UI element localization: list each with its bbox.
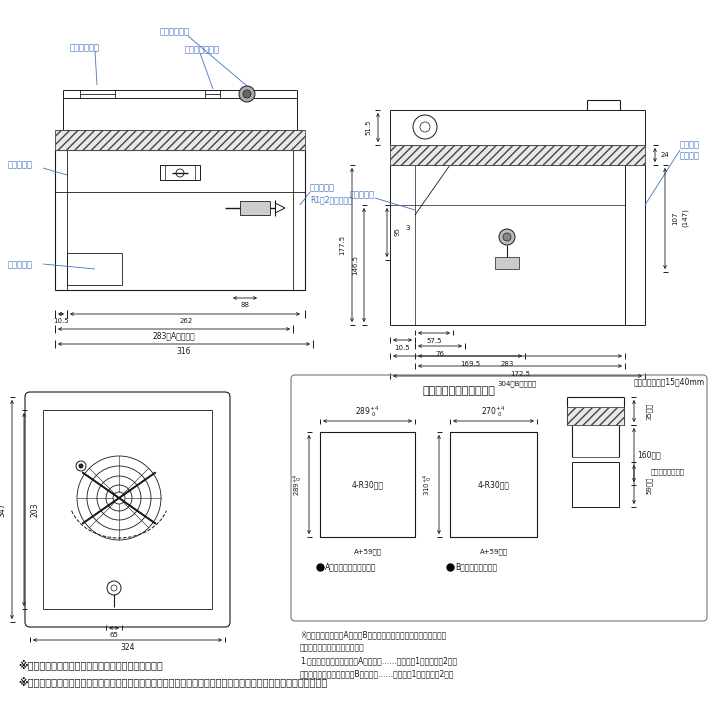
Text: 65: 65: [109, 632, 118, 638]
Bar: [43, 410, 212, 609]
Text: 283（Aタイプ）: 283（Aタイプ）: [153, 331, 195, 341]
Text: ガス接続口: ガス接続口: [310, 184, 335, 192]
Text: 24: 24: [661, 152, 670, 158]
Text: ワークトップ穴開け寸法: ワークトップ穴開け寸法: [423, 386, 495, 396]
Text: 316: 316: [176, 346, 192, 356]
Text: ※本機器は防火性能評定品であり、周囲に可燃物がある場合は防火性能評定品ラベル内容に従って設置してください: ※本機器は防火性能評定品であり、周囲に可燃物がある場合は防火性能評定品ラベル内容…: [18, 677, 328, 688]
Bar: [495, 257, 519, 269]
Text: 107: 107: [672, 211, 678, 225]
Text: 95: 95: [395, 228, 401, 236]
Bar: [567, 407, 624, 425]
Text: カウンター厚み15〜40mm: カウンター厚み15〜40mm: [634, 377, 705, 387]
Text: 347: 347: [0, 502, 6, 517]
Text: 51.5: 51.5: [365, 120, 371, 135]
Text: A+59以上: A+59以上: [354, 549, 382, 555]
Bar: [55, 150, 305, 290]
Text: (147): (147): [682, 209, 688, 228]
Bar: [55, 130, 305, 150]
Text: 器具栓つまみ: 器具栓つまみ: [160, 27, 190, 37]
Circle shape: [503, 233, 511, 241]
Text: Bタイプ（穴寸法）: Bタイプ（穴寸法）: [455, 562, 497, 572]
Text: 4-R30以下: 4-R30以下: [351, 480, 384, 489]
Bar: [572, 462, 619, 507]
Text: 169.5: 169.5: [460, 361, 480, 367]
Text: 電池ケース: 電池ケース: [8, 261, 33, 269]
Text: 59以上: 59以上: [646, 477, 652, 494]
Bar: [450, 432, 537, 537]
Text: 電池交換サイン: 電池交換サイン: [185, 45, 220, 55]
Text: 203: 203: [30, 503, 40, 517]
Bar: [240, 201, 270, 215]
Text: アングル: アングル: [680, 151, 700, 161]
Text: 3: 3: [406, 225, 410, 231]
Text: 1.ワークトップ穴開け寸法Aタイプ　……　左右各1ケ使用（計2ケ）: 1.ワークトップ穴開け寸法Aタイプ …… 左右各1ケ使用（計2ケ）: [300, 657, 457, 665]
Text: A+59以上: A+59以上: [480, 549, 508, 555]
Text: 4-R30以下: 4-R30以下: [477, 480, 510, 489]
Text: 57.5: 57.5: [426, 338, 442, 344]
Text: 温度センサー: 温度センサー: [70, 43, 100, 53]
Text: 304（Bタイプ）: 304（Bタイプ）: [498, 381, 537, 387]
Text: 10.5: 10.5: [53, 318, 69, 324]
Text: 本体案内板: 本体案内板: [350, 191, 375, 199]
Bar: [390, 145, 645, 165]
Text: ※単体設置タイプにつきオーブン接続はできません。: ※単体設置タイプにつきオーブン接続はできません。: [18, 660, 163, 670]
Circle shape: [499, 229, 515, 245]
Bar: [160, 165, 200, 180]
Text: 88: 88: [240, 302, 250, 308]
Text: 177.5: 177.5: [339, 235, 345, 255]
Text: 324: 324: [120, 644, 135, 652]
Text: 本体案内板の取付位置について: 本体案内板の取付位置について: [300, 644, 365, 652]
Text: 160以上: 160以上: [637, 451, 661, 459]
Text: 172.5: 172.5: [510, 371, 530, 377]
Text: 262: 262: [179, 318, 193, 324]
Text: 310$^{+4}_{\ 0}$: 310$^{+4}_{\ 0}$: [421, 473, 435, 495]
Text: ※取替にあたって、AタイプBタイプのどちらでも設置が可能です。: ※取替にあたって、AタイプBタイプのどちらでも設置が可能です。: [300, 631, 446, 639]
Text: 10.5: 10.5: [395, 345, 410, 351]
Text: ２ワークトップ穴開け寸法Bタイプ　……　前後各1ケ使用（計2ケ）: ２ワークトップ穴開け寸法Bタイプ …… 前後各1ケ使用（計2ケ）: [300, 670, 454, 678]
Text: 76: 76: [436, 351, 444, 357]
Text: 本体案内板: 本体案内板: [8, 161, 33, 169]
Circle shape: [239, 86, 255, 102]
Bar: [320, 432, 415, 537]
Circle shape: [243, 90, 251, 98]
Text: R1／2（オネジ）: R1／2（オネジ）: [310, 196, 353, 204]
Text: 146.5: 146.5: [352, 255, 358, 275]
Text: Aタイプ（標準穴寸法）: Aタイプ（標準穴寸法）: [325, 562, 377, 572]
Circle shape: [76, 461, 86, 471]
Text: 本体取付: 本体取付: [680, 140, 700, 150]
Bar: [67, 253, 122, 285]
Text: 283: 283: [501, 361, 514, 367]
Circle shape: [78, 464, 84, 469]
Text: 電池交換必要寸法: 電池交換必要寸法: [651, 469, 685, 475]
Text: 35以上: 35以上: [646, 402, 652, 420]
Text: 289$^{+4}_{\ 0}$: 289$^{+4}_{\ 0}$: [356, 405, 379, 420]
Text: 289$^{+4}_{\ 0}$: 289$^{+4}_{\ 0}$: [292, 473, 305, 495]
Text: 270$^{+4}_{\ 0}$: 270$^{+4}_{\ 0}$: [482, 405, 505, 420]
